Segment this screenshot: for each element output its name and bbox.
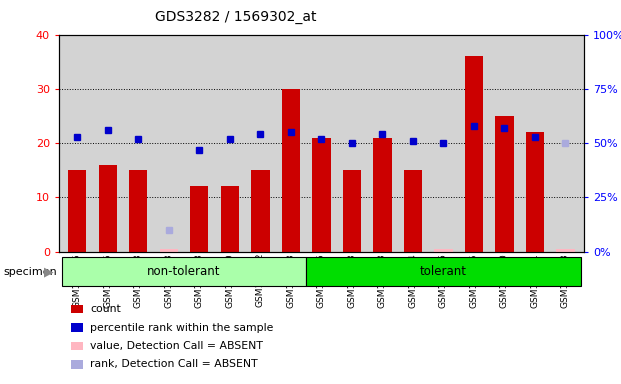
Bar xyxy=(62,257,306,286)
Bar xyxy=(312,137,330,252)
Text: count: count xyxy=(90,304,121,314)
Bar xyxy=(526,132,544,252)
Bar xyxy=(190,187,209,252)
Text: percentile rank within the sample: percentile rank within the sample xyxy=(90,323,273,333)
Bar xyxy=(465,56,483,252)
Bar xyxy=(220,187,239,252)
Bar xyxy=(343,170,361,252)
Bar xyxy=(373,137,391,252)
Text: GDS3282 / 1569302_at: GDS3282 / 1569302_at xyxy=(155,10,317,23)
Bar xyxy=(129,170,147,252)
Bar xyxy=(434,249,453,252)
Bar xyxy=(404,170,422,252)
Text: rank, Detection Call = ABSENT: rank, Detection Call = ABSENT xyxy=(90,359,258,369)
Text: ▶: ▶ xyxy=(44,265,53,278)
Bar xyxy=(306,257,581,286)
Bar xyxy=(160,249,178,252)
Bar xyxy=(68,170,86,252)
Bar xyxy=(556,249,574,252)
Text: tolerant: tolerant xyxy=(420,265,467,278)
Text: specimen: specimen xyxy=(3,266,57,277)
Bar xyxy=(252,170,270,252)
Text: non-tolerant: non-tolerant xyxy=(147,265,221,278)
Text: value, Detection Call = ABSENT: value, Detection Call = ABSENT xyxy=(90,341,263,351)
Bar xyxy=(282,89,300,252)
Bar xyxy=(99,165,117,252)
Bar xyxy=(496,116,514,252)
